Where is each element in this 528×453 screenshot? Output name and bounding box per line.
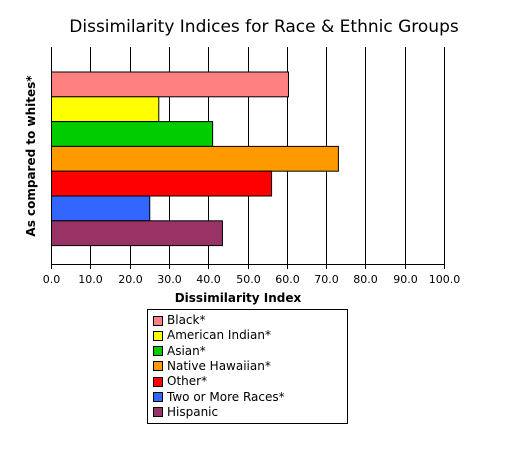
legend-label: American Indian* <box>167 328 271 343</box>
legend-swatch <box>153 392 163 402</box>
x-tick-label: 0.0 <box>43 273 61 286</box>
legend-label: Asian* <box>167 343 206 358</box>
axes <box>51 47 445 269</box>
bar-native-hawaiian <box>51 145 339 172</box>
legend-label: Two or More Races* <box>167 389 285 404</box>
legend-item: Two or More Races* <box>153 390 285 405</box>
bar-asian <box>51 121 214 147</box>
x-axis-label: Dissimilarity Index <box>175 291 302 305</box>
x-tick-label: 10.0 <box>78 273 103 286</box>
legend-swatch <box>153 315 163 326</box>
legend-label: Native Hawaiian* <box>167 358 271 373</box>
x-tick-label: 50.0 <box>236 273 261 286</box>
x-tick-label: 70.0 <box>314 273 339 286</box>
x-tick-label: 30.0 <box>157 273 182 286</box>
legend-item: Native Hawaiian* <box>153 359 271 374</box>
chart-legend: Black* American Indian* Asian* Native Hawai… <box>147 309 348 424</box>
bar-other <box>51 170 273 197</box>
legend-item: Black* <box>153 313 205 328</box>
bar-group <box>51 71 339 247</box>
legend-swatch <box>153 361 163 372</box>
x-tick-label: 40.0 <box>196 273 221 286</box>
bar-black <box>51 71 289 98</box>
legend-item: American Indian* <box>153 328 271 343</box>
bar-hispanic <box>51 220 223 247</box>
legend-item: Hispanic <box>153 405 218 420</box>
legend-item: Other* <box>153 374 207 389</box>
x-tick-label: 20.0 <box>118 273 143 286</box>
x-tick-label: 60.0 <box>275 273 300 286</box>
legend-swatch <box>153 330 163 341</box>
x-tick-label: 90.0 <box>393 273 418 286</box>
chart-title: Dissimilarity Indices for Race & Ethnic … <box>69 17 459 37</box>
x-tick-labels: 0.0 10.0 20.0 30.0 40.0 50.0 60.0 70.0 80.0 90.0 1… <box>43 273 461 286</box>
bar-two-or-more-races <box>51 195 151 222</box>
legend-item: Asian* <box>153 344 206 359</box>
legend-label: Black* <box>167 313 206 327</box>
legend-swatch <box>153 346 163 357</box>
legend-swatch <box>153 407 163 418</box>
y-axis-label: As compared to whites* <box>24 75 38 237</box>
x-tick-label: 100.0 <box>429 273 461 286</box>
bar-american-indian <box>51 96 160 123</box>
legend-swatch <box>153 376 163 387</box>
legend-label: Other* <box>167 374 208 389</box>
legend-label: Hispanic <box>167 404 219 419</box>
x-tick-label: 80.0 <box>353 273 378 286</box>
